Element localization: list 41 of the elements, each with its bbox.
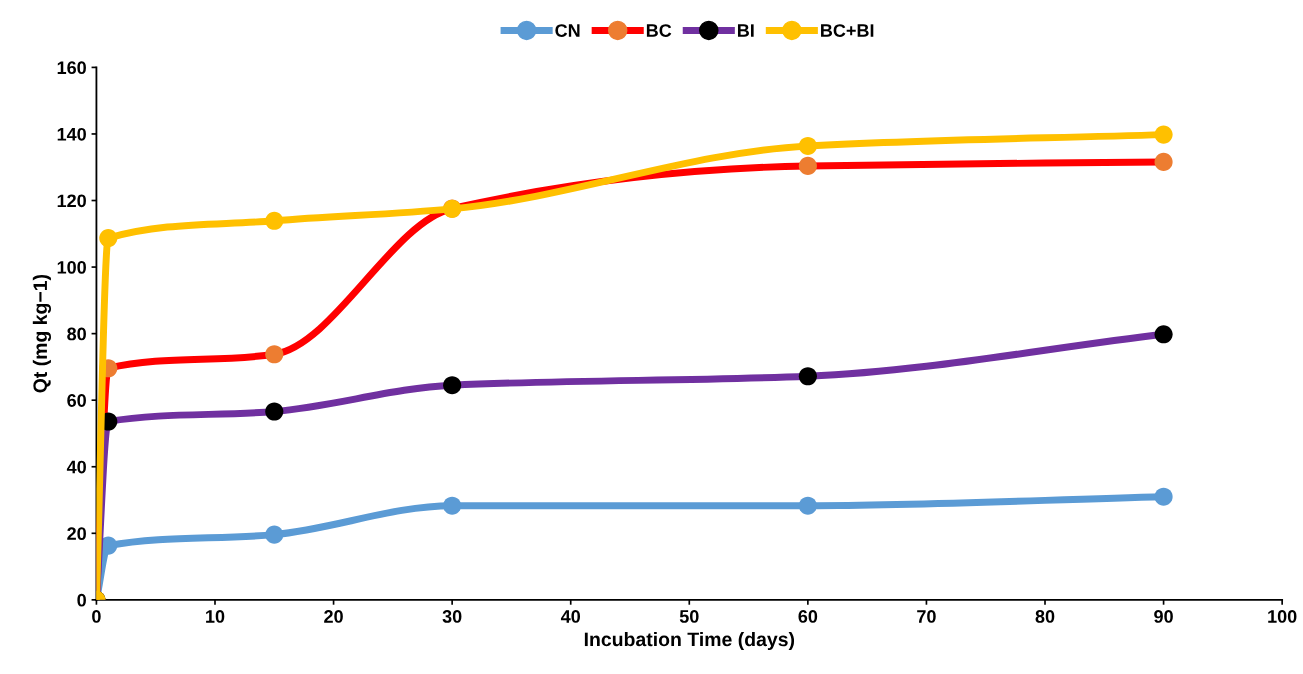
legend-label: CN <box>555 24 580 37</box>
x-tick-label: 80 <box>1035 610 1055 623</box>
point <box>443 496 462 515</box>
y-tick-label: 20 <box>67 527 86 541</box>
x-tick-label: 90 <box>1154 610 1173 623</box>
point <box>1154 487 1173 506</box>
x-tick-label: 30 <box>442 610 462 623</box>
point <box>265 525 284 544</box>
y-tick-label: 80 <box>67 327 86 341</box>
x-tick-label: 100 <box>1268 610 1297 623</box>
y-tick-label: 140 <box>57 127 86 141</box>
legend-label: BC <box>646 24 672 37</box>
point <box>798 156 817 175</box>
x-tick-label: 10 <box>206 610 225 623</box>
point <box>1154 152 1173 171</box>
x-tick-label: 40 <box>560 610 581 623</box>
legend-label: BC+BI <box>821 24 874 37</box>
legend-label: BI <box>737 24 754 37</box>
y-tick-label: 60 <box>67 394 86 407</box>
x-tick-label: 60 <box>798 610 818 623</box>
y-tick-label: 0 <box>77 593 86 607</box>
point <box>99 229 118 248</box>
y-axis-title: Qt (mg kg−1) <box>32 274 52 393</box>
y-tick-label: 120 <box>57 194 86 208</box>
point <box>1154 325 1173 344</box>
x-tick-label: 70 <box>917 610 936 623</box>
point <box>265 345 284 364</box>
y-tick-label: 100 <box>57 261 86 274</box>
x-tick-label: 0 <box>92 610 101 623</box>
point <box>265 402 284 421</box>
point <box>798 496 817 515</box>
x-axis-title: Incubation Time (days) <box>584 631 795 651</box>
point <box>265 211 284 230</box>
y-tick-label: 40 <box>66 460 86 474</box>
point <box>1154 125 1173 144</box>
point <box>798 136 817 155</box>
y-tick-label: 160 <box>57 61 86 75</box>
point <box>798 367 817 386</box>
point <box>443 376 462 395</box>
x-tick-label: 50 <box>679 610 699 623</box>
x-tick-label: 20 <box>324 610 343 623</box>
